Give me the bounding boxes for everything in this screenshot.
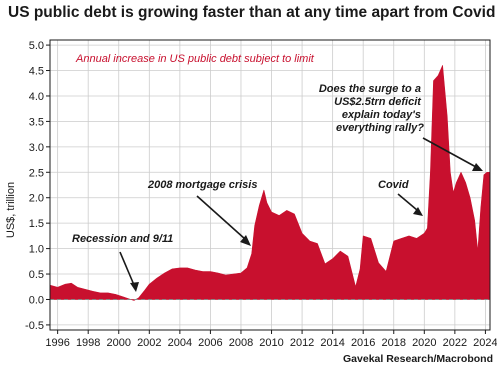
x-tick-label: 2020 [412,337,436,349]
plot-frame [49,39,491,331]
axes [46,39,491,334]
y-tick-label: 3.5 [29,116,44,128]
annotation-surge-arrow [422,137,477,168]
y-tick-label: 4.0 [29,91,44,103]
y-axis-label: US$, trillion [5,182,17,238]
x-tick-label: 2010 [259,337,283,349]
x-tick-label: 2006 [198,337,222,349]
x-tick-label: 2016 [351,337,375,349]
annotation-recession: Recession and 9/11 [72,233,173,245]
y-tick-label: 1.0 [29,244,44,256]
annotation-surge-arrowhead [472,163,483,171]
y-tick-label: -0.5 [25,320,44,332]
annotation-surge: Does the surge to a US$2.5trn deficit ex… [319,83,424,134]
x-tick-label: 2000 [107,337,131,349]
y-tick-label: 2.5 [29,167,44,179]
debt-increase-area [49,65,491,301]
annotation-covid-arrow [397,193,418,211]
x-tick-label: 2022 [443,337,467,349]
y-tick-label: 4.5 [29,66,44,78]
chart-title: US public debt is growing faster than at… [8,4,496,21]
y-tick-label: 0.0 [29,294,44,306]
y-tick-label: 5.0 [29,40,44,52]
annotation-mortgage: 2008 mortgage crisis [147,179,257,191]
annotation-covid-arrowhead [413,207,423,216]
x-tick-label: 2024 [473,337,497,349]
x-tick-label: 2012 [290,337,314,349]
annotation-mortgage-arrowhead [240,235,251,246]
x-tick-label: 2002 [137,337,161,349]
x-tick-labels: 1996 1998 2000 2002 2004 2006 2008 2010 2012 2014… [45,337,497,349]
x-tick-label: 1998 [76,337,100,349]
x-tick-label: 1996 [45,337,69,349]
y-tick-label: 1.5 [29,218,44,230]
y-tick-labels: -0.5 0.0 0.5 1.0 1.5 2.0 2.5 3.0 3.5 4.0 4.5 5.0 [25,40,44,332]
y-tick-label: 3.0 [29,142,44,154]
annotation-covid: Covid [378,179,409,191]
source-credit: Gavekal Research/Macrobond [343,353,493,365]
x-tick-label: 2008 [229,337,253,349]
x-tick-label: 2004 [168,337,192,349]
x-tick-label: 2018 [382,337,406,349]
y-tick-label: 2.0 [29,193,44,205]
series-area [49,65,491,301]
annotation-mortgage-arrow [196,195,246,240]
y-tick-label: 0.5 [29,269,44,281]
chart-subtitle: Annual increase in US public debt subjec… [75,53,315,65]
x-tick-label: 2014 [320,337,344,349]
annotation-recession-arrowhead [130,282,139,292]
annotation-recession-arrow [119,251,135,286]
